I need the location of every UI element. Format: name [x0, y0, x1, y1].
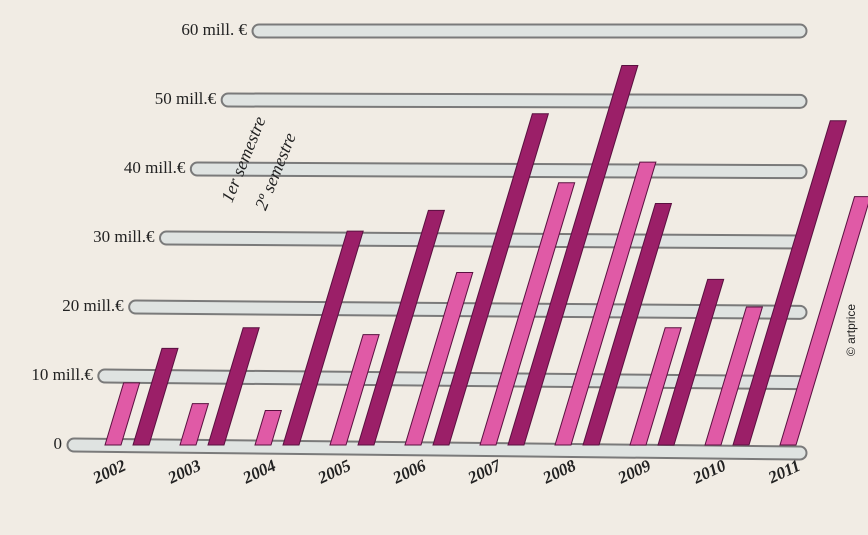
grid-line-inner [161, 232, 806, 248]
y-tick-label: 0 [54, 434, 63, 453]
bar [582, 203, 673, 446]
bar [132, 347, 179, 446]
bar [104, 382, 141, 446]
bar [629, 327, 682, 446]
bar [404, 272, 474, 446]
y-tick-label: 20 mill.€ [62, 296, 124, 315]
bar [507, 65, 639, 446]
credit: © artprice [844, 304, 858, 357]
y-tick-label: 60 mill. € [181, 20, 247, 39]
bar [732, 120, 847, 446]
grid-line-inner [68, 439, 806, 459]
bar [357, 209, 446, 446]
y-tick-label: 50 mill.€ [155, 89, 217, 108]
y-tick-label: 10 mill.€ [31, 365, 93, 384]
bar [657, 278, 725, 446]
grid-line-inner [130, 301, 806, 318]
y-tick-label: 40 mill.€ [124, 158, 186, 177]
grid-line-inner [191, 163, 806, 178]
y-tick-label: 30 mill.€ [93, 227, 155, 246]
bar [179, 403, 210, 446]
bar [254, 410, 283, 446]
bar [479, 182, 576, 446]
grid-line-inner [222, 94, 806, 107]
bar [779, 196, 868, 446]
bar [554, 161, 657, 446]
bar [329, 334, 380, 446]
bar [207, 327, 260, 446]
bar [282, 230, 364, 446]
bar [704, 306, 764, 446]
bar [432, 113, 550, 446]
